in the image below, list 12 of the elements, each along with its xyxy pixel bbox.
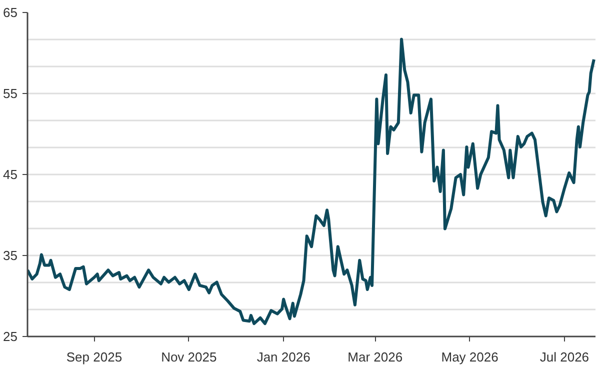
y-tick-label: 25 <box>3 329 18 344</box>
x-tick-label: Nov 2025 <box>161 350 217 364</box>
x-tick-label: May 2026 <box>441 350 498 364</box>
y-tick-label: 45 <box>3 167 18 182</box>
y-tick-label: 55 <box>3 86 18 101</box>
x-tick-label: Jul 2026 <box>540 350 590 364</box>
x-tick-label: Mar 2026 <box>348 350 403 364</box>
line-series <box>28 38 596 326</box>
x-tick-label: Jan 2026 <box>256 350 310 364</box>
x-tick-label: Sep 2025 <box>66 350 122 364</box>
y-tick-label: 65 <box>3 5 18 20</box>
y-tick-label: 35 <box>3 248 18 263</box>
